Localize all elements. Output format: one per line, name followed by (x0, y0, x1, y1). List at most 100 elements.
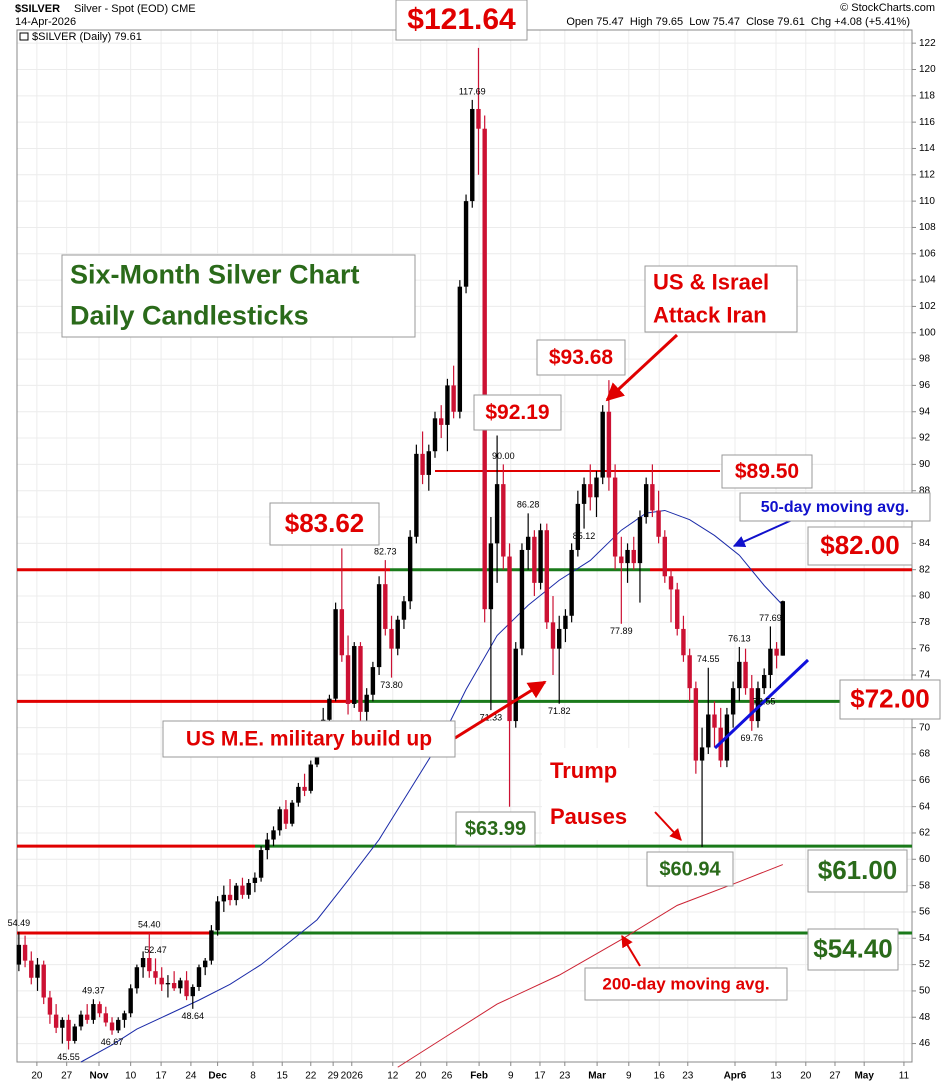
candle-body (47, 997, 53, 1015)
y-tick-label: 96 (919, 380, 931, 391)
annotation-box (644, 265, 798, 333)
y-tick-label: 94 (919, 406, 931, 417)
arrow (454, 680, 547, 740)
moving-average (80, 509, 784, 1063)
annotation-box (536, 339, 626, 376)
price-label: 45.55 (57, 1052, 80, 1062)
candle-body (470, 108, 475, 202)
y-tick-label: 110 (919, 196, 935, 207)
candle-body (699, 747, 705, 761)
candle-body (289, 802, 295, 824)
candle-body (743, 661, 748, 689)
y-tick-label: 114 (919, 143, 935, 154)
candle-body (153, 971, 158, 978)
quote: Open 75.47 High 79.65 Low 75.47 Close 79… (566, 16, 910, 28)
x-tick-label: 8 (250, 1071, 256, 1082)
x-tick-label: 16 (654, 1071, 666, 1082)
candle-body (494, 484, 500, 544)
candle-body (178, 980, 183, 989)
annotation-box (839, 679, 941, 720)
candle-body (706, 714, 711, 748)
candle-body (451, 385, 456, 412)
candle-body (165, 983, 171, 985)
annotation-text: US M.E. military build up (186, 728, 432, 751)
x-tick-label: 27 (829, 1071, 841, 1082)
candle-body (420, 453, 425, 475)
x-tick-label: 29 (328, 1071, 340, 1082)
annotation-text: $92.19 (485, 401, 549, 424)
candle-body (581, 484, 587, 504)
price-label: 54.49 (8, 918, 31, 928)
annotation-box (807, 526, 913, 566)
y-tick-label: 54 (919, 933, 931, 944)
annotation-box (739, 492, 931, 522)
annotation-text: $121.64 (407, 3, 516, 36)
candle-body (439, 418, 444, 425)
candle-body (140, 958, 146, 968)
y-tick-label: 46 (919, 1038, 931, 1049)
annotation-box (395, 0, 528, 41)
candle-body (389, 628, 394, 649)
candle-body (457, 286, 463, 412)
candle-body (370, 667, 376, 695)
candle-body (401, 601, 407, 620)
candle-body (196, 967, 202, 987)
trend-line (713, 658, 810, 750)
candle-body (265, 839, 270, 851)
annotation-text: 50-day moving avg. (761, 499, 910, 516)
annotation-box (807, 849, 908, 893)
x-tick-label: 10 (125, 1071, 137, 1082)
candle-body (109, 1022, 115, 1031)
x-tick-label: 11 (899, 1071, 910, 1082)
candle-body (588, 484, 593, 498)
arrows (454, 333, 793, 967)
x-tick-label: 9 (508, 1071, 514, 1082)
candle-body (327, 698, 332, 720)
y-tick-label: 56 (919, 907, 931, 918)
price-label: 86.28 (517, 500, 540, 510)
candle-body (662, 536, 668, 577)
candle-body (171, 983, 177, 989)
price-label: 49.37 (82, 986, 105, 996)
candle-body (445, 385, 450, 425)
y-tick-label: 82 (919, 564, 931, 575)
candle-body (352, 646, 357, 704)
y-tick-label: 68 (919, 749, 931, 760)
candle-body (364, 694, 369, 712)
candle-body (97, 1004, 102, 1014)
candle-body (271, 830, 276, 840)
candle-body (625, 549, 630, 564)
x-tick-label: 23 (682, 1071, 694, 1082)
candle-body (780, 601, 786, 656)
candle-body (258, 850, 264, 878)
candle-body (737, 661, 742, 689)
candle-body (72, 1026, 77, 1041)
candle-body (513, 648, 518, 722)
candle-body (277, 809, 282, 831)
candle-body (41, 964, 46, 998)
y-tick-label: 80 (919, 591, 931, 602)
candle-body (22, 944, 28, 961)
annotation-box (269, 502, 380, 546)
x-tick-label: 23 (559, 1071, 571, 1082)
y-tick-label: 52 (919, 959, 931, 970)
y-tick-label: 60 (919, 854, 931, 865)
price-label: 54.40 (138, 919, 161, 929)
price-label: 48.64 (182, 1011, 205, 1021)
candle-body (414, 453, 419, 537)
candle-body (712, 714, 717, 728)
candle-body (482, 128, 487, 610)
candle-body (190, 986, 195, 997)
price-label: 71.33 (480, 713, 503, 723)
candle-body (681, 628, 686, 656)
candle-body (557, 628, 562, 649)
annotations: $121.64 Six-Month Silver Chart Daily Candl… (61, 0, 941, 1001)
candle-body (358, 646, 363, 712)
candle-body (376, 584, 382, 668)
candle-body (575, 503, 581, 550)
y-tick-label: 112 (919, 169, 935, 180)
candle-body (35, 964, 40, 978)
y-tick-label: 122 (919, 38, 936, 49)
candle-body (612, 477, 618, 557)
price-label: 82.73 (374, 546, 397, 556)
